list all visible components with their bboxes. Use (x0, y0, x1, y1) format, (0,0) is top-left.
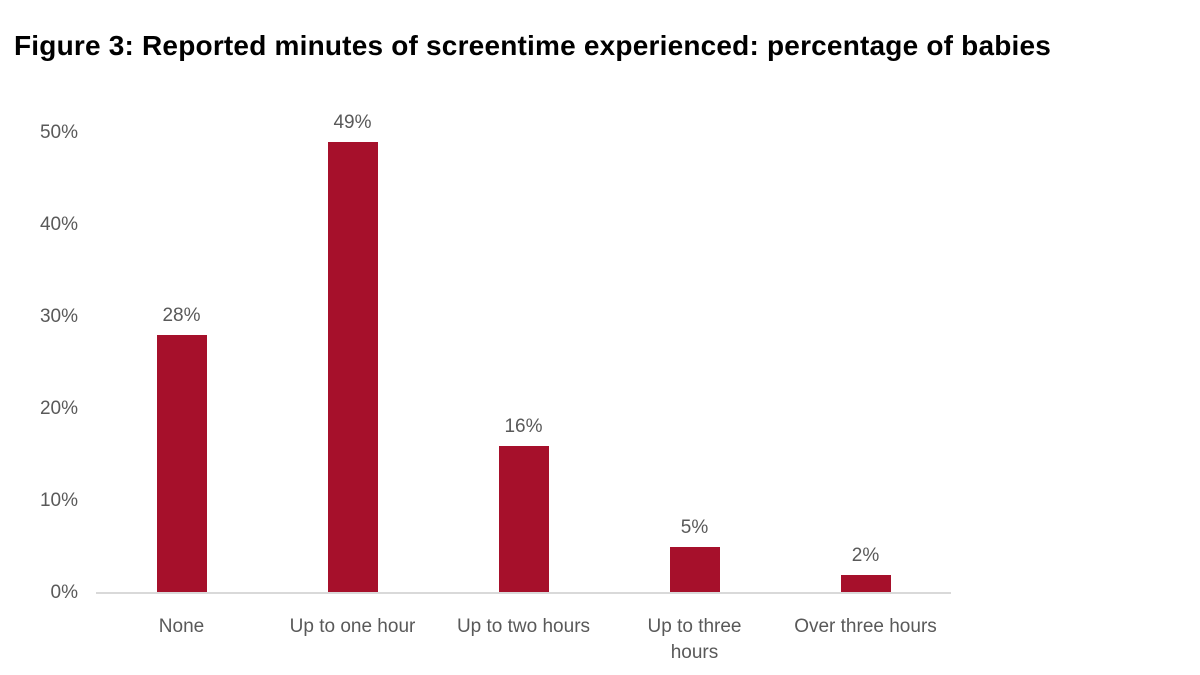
bar-up-to-three-hours (669, 547, 720, 593)
x-axis-category-label: Up to two hours (456, 616, 591, 637)
bar-value-label: 16% (504, 415, 543, 437)
bar-value-label: 49% (333, 112, 372, 134)
bar-value-label: 5% (680, 517, 709, 538)
y-axis-tick-label: 40% (39, 214, 78, 235)
x-axis-line (96, 592, 951, 594)
y-axis-tick-label: 20% (39, 398, 78, 419)
x-axis-category-label: Up to one hour (289, 616, 416, 637)
bar-none (156, 335, 207, 593)
y-axis-tick-label: 0% (50, 582, 78, 603)
y-axis-tick-label: 30% (39, 306, 78, 327)
bar-up-to-two-hours (498, 445, 549, 593)
bar-value-label: 2% (851, 544, 880, 566)
bar-over-three-hours (840, 574, 891, 593)
y-axis-tick-label: 50% (39, 122, 78, 143)
x-axis-category-label: Over three hours (794, 616, 937, 637)
bar-up-to-one-hour (327, 142, 378, 593)
figure-title: Figure 3: Reported minutes of screentime… (14, 30, 1052, 61)
x-axis-category-label: Up to three hours (647, 616, 742, 663)
x-axis-category-label: None (158, 616, 205, 637)
y-axis-tick-label: 10% (39, 490, 78, 511)
bar-value-label: 28% (162, 305, 201, 327)
